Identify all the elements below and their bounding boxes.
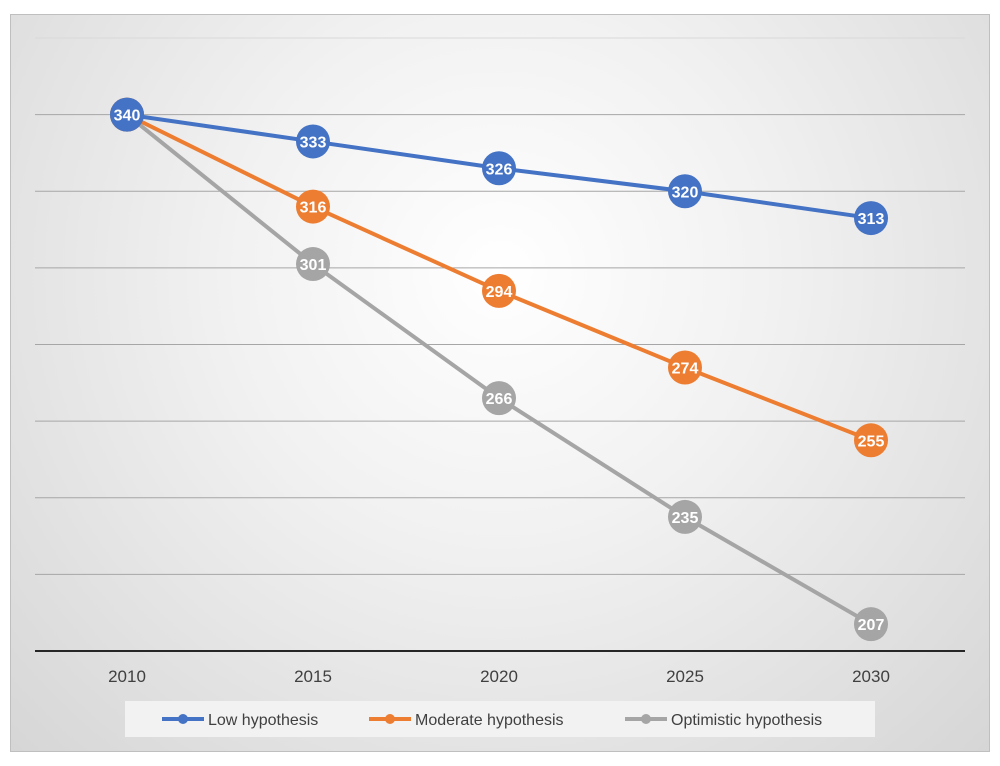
legend-item: Moderate hypothesis: [369, 712, 564, 729]
data-point-marker: [854, 423, 888, 458]
x-tick-label: 2030: [852, 667, 890, 686]
data-label: 207: [858, 617, 885, 634]
x-axis-tick-labels: 2010 2015 2020 2025 2030: [108, 667, 890, 686]
data-label: 274: [672, 360, 699, 377]
legend-label: Optimistic hypothesis: [671, 712, 822, 729]
legend-label: Moderate hypothesis: [415, 712, 564, 729]
data-point-marker: [854, 201, 888, 236]
legend-marker: [385, 714, 395, 724]
data-point-marker: [110, 97, 144, 132]
series-low-hypothesis: 340 333 326 320 313: [110, 97, 888, 236]
data-point-marker: [296, 247, 330, 282]
data-label: 301: [300, 257, 327, 274]
data-point-marker: [296, 189, 330, 224]
x-tick-label: 2025: [666, 667, 704, 686]
data-point-marker: [482, 151, 516, 186]
legend: Low hypothesis Moderate hypothesis Optimis…: [125, 701, 875, 737]
legend-marker: [178, 714, 188, 724]
data-label: 316: [300, 200, 327, 217]
legend-item: Low hypothesis: [162, 712, 318, 729]
data-point-marker: [296, 124, 330, 159]
data-label: 313: [858, 211, 885, 228]
data-point-marker: [668, 174, 702, 209]
legend-item: Optimistic hypothesis: [625, 712, 822, 729]
data-label: 255: [858, 433, 885, 450]
x-tick-label: 2020: [480, 667, 518, 686]
x-tick-label: 2010: [108, 667, 146, 686]
data-label: 320: [672, 184, 699, 201]
x-tick-label: 2015: [294, 667, 332, 686]
data-label: 340: [114, 108, 141, 125]
legend-marker: [641, 714, 651, 724]
data-point-marker: [854, 607, 888, 642]
data-label: 333: [300, 134, 327, 151]
data-point-marker: [668, 350, 702, 385]
gridlines: [35, 37, 965, 575]
data-label: 235: [672, 510, 699, 527]
data-label: 266: [486, 391, 513, 408]
data-point-marker: [668, 499, 702, 534]
data-label: 326: [486, 161, 513, 178]
series-layer: 3403012662352073403162942742553403333263…: [110, 97, 888, 642]
data-label: 294: [486, 284, 513, 301]
legend-label: Low hypothesis: [208, 712, 318, 729]
data-point-marker: [482, 381, 516, 416]
legend-box: [125, 701, 875, 737]
data-point-marker: [482, 273, 516, 308]
